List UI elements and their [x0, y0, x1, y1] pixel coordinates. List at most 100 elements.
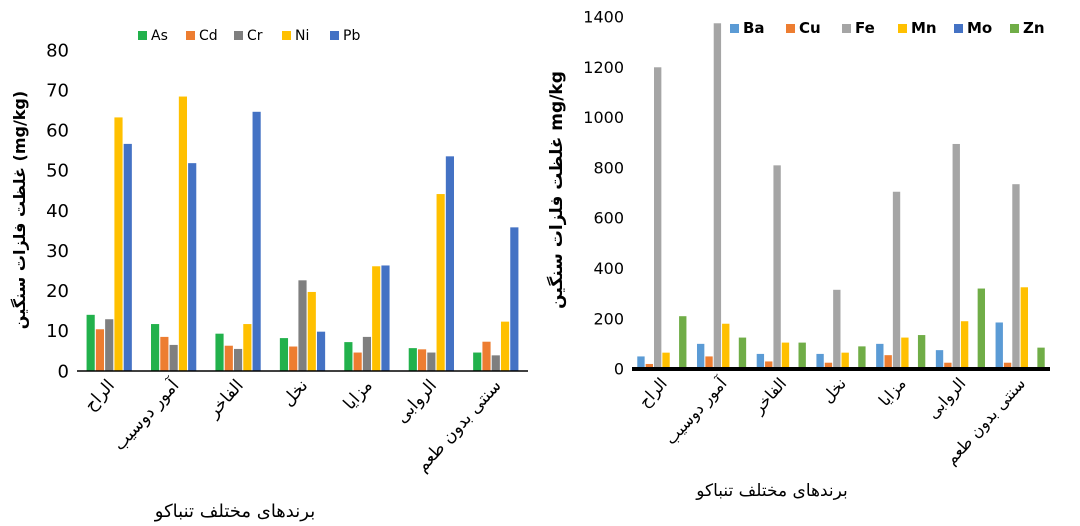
- legend-label-cr: Cr: [247, 28, 263, 44]
- bar-pb: [510, 227, 519, 371]
- bar-zn: [917, 335, 926, 369]
- category-label: مزایا: [340, 376, 377, 414]
- bar-ni: [372, 266, 381, 371]
- bar-ba: [756, 353, 765, 369]
- bar-mn: [841, 352, 849, 369]
- bar-ni: [114, 117, 123, 371]
- legend-swatch-zn: [1010, 24, 1019, 33]
- y-tick-label: 200: [593, 309, 624, 328]
- y-tick-label: 600: [593, 209, 624, 228]
- category-label: نخل: [278, 376, 312, 411]
- bars-group: [86, 96, 519, 372]
- y-tick-label: 50: [46, 161, 69, 182]
- y-tick-label: 1400: [583, 8, 624, 27]
- bar-cd: [160, 336, 169, 371]
- bar-cu: [944, 362, 952, 369]
- bar-cr: [233, 348, 243, 371]
- legend-swatch-fe: [842, 24, 851, 33]
- legend-swatch-as: [138, 31, 147, 40]
- legend-label-cu: Cu: [799, 19, 821, 37]
- bar-pb: [381, 265, 390, 371]
- bar-cr: [491, 355, 500, 371]
- bar-ba: [935, 350, 944, 369]
- legend-label-pb: Pb: [343, 28, 360, 44]
- bar-ba: [816, 353, 824, 369]
- bar-zn: [858, 346, 866, 369]
- bar-pb: [188, 163, 197, 371]
- bar-ba: [995, 322, 1003, 369]
- bar-fe: [833, 289, 841, 369]
- bar-zn: [738, 337, 747, 369]
- legend-swatch-mo: [954, 24, 963, 33]
- y-tick-label: 400: [593, 259, 624, 278]
- legend-label-ni: Ni: [295, 28, 309, 44]
- bar-mn: [960, 321, 969, 369]
- bar-cd: [95, 329, 105, 371]
- bar-as: [215, 333, 224, 371]
- legend: As Cd Cr Ni Pb: [138, 28, 360, 44]
- y-tick-label: 20: [46, 281, 69, 302]
- category-label: آمور دوسیب: [661, 373, 732, 449]
- bar-cu: [884, 355, 892, 369]
- y-axis-title: غلظت فلزات سنگین mg/kg: [546, 71, 567, 309]
- legend-label-mo: Mo: [967, 19, 992, 37]
- category-label: آمور دوسیب: [108, 374, 184, 455]
- legend-label-fe: Fe: [855, 19, 875, 37]
- bar-cu: [1003, 362, 1012, 369]
- bar-cu: [705, 356, 713, 369]
- bar-cd: [417, 349, 427, 371]
- bar-mn: [1020, 287, 1029, 369]
- legend-label-mn: Mn: [911, 19, 937, 37]
- bar-fe: [713, 23, 722, 370]
- bar-cr: [298, 280, 307, 371]
- bar-ni: [178, 96, 188, 372]
- bar-as: [279, 338, 289, 371]
- y-tick-label: 60: [46, 121, 69, 142]
- bar-fe: [773, 165, 781, 369]
- bar-ni: [243, 324, 252, 371]
- y-tick-label: 80: [46, 40, 69, 61]
- bar-cd: [482, 341, 491, 371]
- bar-ni: [307, 291, 316, 371]
- legend-swatch-mn: [898, 24, 907, 33]
- bar-mn: [722, 323, 730, 369]
- bar-ba: [696, 343, 705, 369]
- category-label: الراح: [81, 376, 119, 415]
- legend-swatch-pb: [330, 31, 339, 40]
- y-tick-label: 40: [46, 201, 69, 222]
- legend-swatch-cr: [234, 31, 243, 40]
- y-tick-label: 1000: [583, 108, 624, 127]
- bar-pb: [123, 143, 132, 371]
- bar-cu: [824, 362, 833, 369]
- bar-zn: [977, 288, 986, 369]
- bar-zn: [798, 342, 806, 369]
- bar-fe: [653, 67, 662, 370]
- bar-fe: [1012, 184, 1020, 369]
- category-label: الراح: [635, 374, 672, 412]
- bar-mn: [781, 342, 790, 369]
- bar-cr: [427, 352, 436, 371]
- bar-cr: [169, 344, 178, 371]
- legend-label-as: As: [151, 28, 168, 44]
- bar-cd: [289, 346, 298, 371]
- bar-as: [151, 324, 160, 371]
- category-label: نخل: [818, 374, 850, 407]
- y-tick-label: 0: [58, 361, 69, 382]
- bar-ni: [436, 194, 445, 371]
- bar-pb: [252, 111, 261, 371]
- bar-pb: [445, 156, 454, 371]
- bar-ba: [637, 356, 645, 369]
- category-label: الفاخر: [748, 374, 791, 419]
- bars-group: [637, 23, 1045, 370]
- category-label: مزایا: [875, 374, 911, 411]
- bar-pb: [316, 331, 326, 371]
- bar-mn: [901, 337, 909, 369]
- y-axis-title: غلظت فلزات سنگین (mg/kg): [10, 91, 29, 329]
- legend: Ba Cu Fe Mn Mo Zn: [730, 19, 1045, 37]
- y-tick-label: 0: [614, 360, 624, 379]
- bar-zn: [1037, 347, 1045, 369]
- legend-label-cd: Cd: [199, 28, 218, 44]
- bar-cr: [105, 319, 114, 371]
